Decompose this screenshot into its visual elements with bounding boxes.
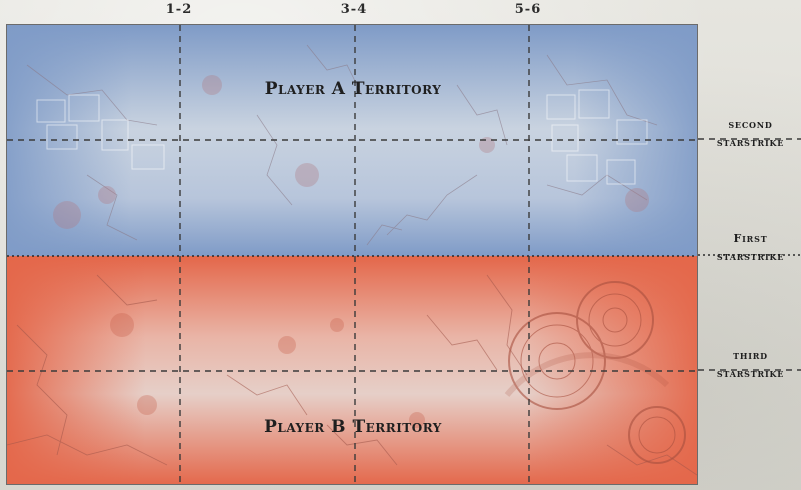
terrain-cracks-bottom — [7, 274, 697, 476]
battlefield-board: Player A Territory Player B Territory — [6, 24, 698, 485]
second-starstrike-word-1: second — [728, 118, 773, 131]
column-label-5-6: 5-6 — [514, 2, 542, 17]
player-a-territory-label: Player A Territory — [264, 79, 442, 99]
terrain-spots-lower — [110, 313, 425, 428]
terrain-spots — [53, 75, 649, 229]
third-starstrike-label: third starstrike — [700, 347, 801, 383]
player-b-territory-label: Player B Territory — [264, 417, 442, 437]
third-starstrike-word-1: third — [733, 349, 768, 362]
first-starstrike-word-2: starstrike — [716, 250, 785, 263]
third-starstrike-word-2: starstrike — [716, 367, 785, 380]
terrain-cracks-top — [26, 44, 658, 246]
grid-lines — [7, 25, 697, 484]
column-label-3-4: 3-4 — [340, 2, 368, 17]
column-label-1-2: 1-2 — [165, 2, 193, 17]
second-starstrike-word-2: starstrike — [716, 136, 785, 149]
first-starstrike-label: First starstrike — [700, 230, 801, 266]
second-starstrike-label: second starstrike — [700, 116, 801, 152]
battlefield-map — [7, 25, 697, 484]
ruin-tiles — [36, 89, 648, 185]
first-starstrike-word-1: First — [733, 232, 768, 245]
